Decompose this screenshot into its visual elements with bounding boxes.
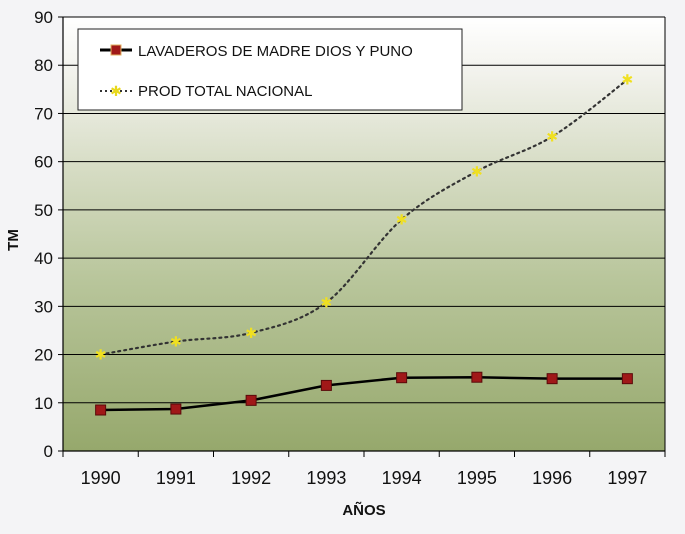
y-tick-label-0: 0 [44,442,53,461]
series-line-0 [100,375,628,412]
x-tick-label-5: 1995 [457,468,497,488]
y-tick-label-2: 20 [34,346,53,365]
y-tick-label-4: 40 [34,249,53,268]
point-1-0: ✱ [95,347,107,363]
y-axis-label: TM [5,229,22,251]
x-tick-label-1: 1991 [156,468,196,488]
point-0-0 [95,404,107,416]
legend-swatch-marker-1 [110,44,122,56]
axes: 0 10 20 30 40 50 60 70 80 90 1990 1991 1992 1993 1994 1… [34,8,666,488]
legend-swatch-marker-2: ✱ [110,83,122,99]
point-0-5 [471,371,483,383]
point-0-1 [170,403,182,415]
legend: LAVADEROS DE MADRE DIOS Y PUNO ✱ PROD TO… [77,28,463,111]
y-tick-label-3: 30 [34,297,53,316]
legend-box [77,28,463,111]
point-1-4: ✱ [396,212,408,228]
point-1-5: ✱ [471,163,483,179]
x-tick-label-0: 1990 [81,468,121,488]
y-tick-label-7: 70 [34,104,53,123]
x-tick-label-7: 1997 [607,468,647,488]
point-1-2: ✱ [245,325,257,341]
x-tick-label-4: 1994 [382,468,422,488]
x-tick-label-6: 1996 [532,468,572,488]
series: ✱ ✱ ✱ ✱ ✱ ✱ ✱ ✱ [95,72,634,416]
legend-label-1: LAVADEROS DE MADRE DIOS Y PUNO [138,43,413,60]
point-1-1: ✱ [170,334,182,350]
point-0-6 [546,373,558,385]
y-tick-label-6: 60 [34,153,53,172]
point-0-2 [245,394,257,406]
point-1-6: ✱ [546,129,558,145]
y-tick-label-1: 10 [34,394,53,413]
y-tick-label-8: 80 [34,56,53,75]
point-0-7 [621,373,633,385]
x-axis-label: AÑOS [342,501,385,519]
legend-label-2: PROD TOTAL NACIONAL [138,83,313,100]
y-tick-label-5: 50 [34,201,53,220]
point-1-7: ✱ [622,72,634,88]
x-tick-label-3: 1993 [306,468,346,488]
x-tick-label-2: 1992 [231,468,271,488]
point-0-3 [320,379,332,391]
y-tick-label-9: 90 [34,8,53,27]
point-1-3: ✱ [321,294,333,310]
series-line-1 [99,78,629,356]
point-0-4 [396,372,408,384]
